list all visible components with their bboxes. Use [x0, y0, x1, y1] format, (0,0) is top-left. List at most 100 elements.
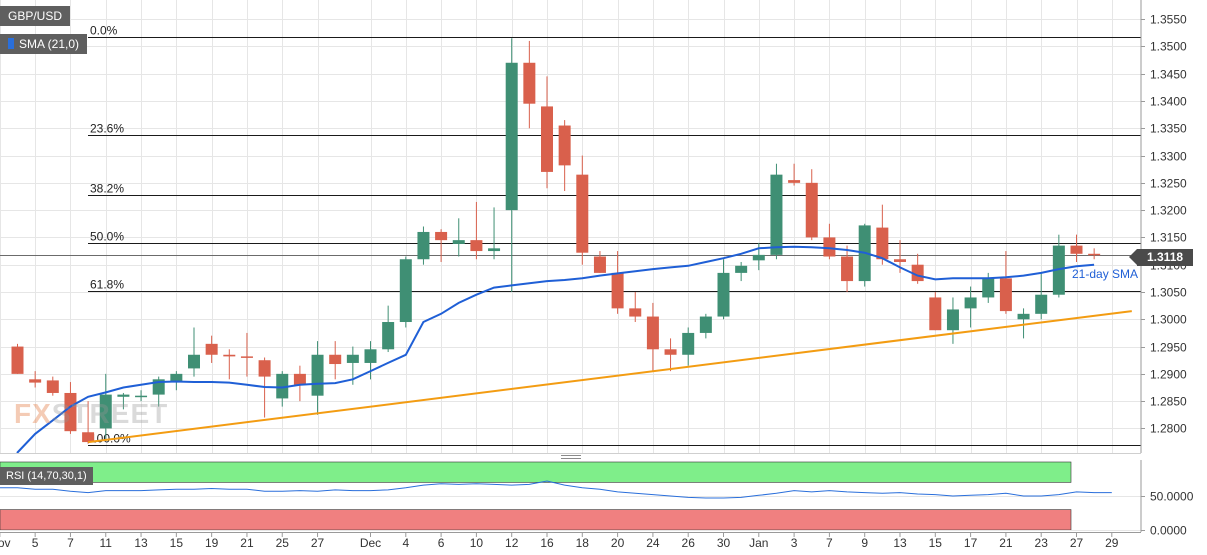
candle-body: [117, 394, 130, 397]
candle-body: [841, 256, 854, 282]
candle: [417, 226, 430, 265]
candle: [1088, 248, 1101, 260]
candle: [435, 229, 448, 262]
candle: [593, 251, 606, 273]
candle-body: [99, 394, 112, 429]
time-tick-label: 6: [438, 536, 445, 550]
candle-body: [1052, 245, 1065, 295]
sma-tag[interactable]: SMA (21,0): [0, 34, 88, 54]
sma-label: 21-day SMA: [1072, 267, 1138, 281]
rsi-line: [0, 480, 1112, 499]
price-tick-label: 1.3450: [1150, 68, 1187, 82]
price-tick-label: 1.3350: [1150, 122, 1187, 136]
candle-body: [311, 354, 324, 396]
price-axis: 1.3550 1.3500 1.3450 1.3400 1.3350 1.3300 1.32…: [1141, 13, 1187, 436]
candle: [611, 251, 624, 314]
candle: [82, 401, 95, 444]
price-grid: [0, 0, 1141, 453]
candle: [117, 392, 130, 410]
candle: [1017, 308, 1030, 339]
time-tick-label: 12: [505, 536, 519, 550]
candle-body: [646, 316, 659, 350]
price-tick-label: 1.3000: [1150, 313, 1187, 327]
candle-body: [346, 354, 359, 363]
time-tick-label: 9: [861, 536, 868, 550]
time-tick-label: 27: [1070, 536, 1084, 550]
candle-body: [611, 272, 624, 309]
candle: [735, 261, 748, 282]
time-tick-label: 21: [240, 536, 254, 550]
candle-body: [788, 180, 801, 183]
pane-resize-handle[interactable]: [561, 455, 581, 459]
candle: [1070, 234, 1083, 262]
candle: [223, 349, 236, 380]
time-tick-label: 7: [826, 536, 833, 550]
candle-body: [435, 231, 448, 241]
candlesticks: [11, 38, 1101, 444]
candle: [1052, 234, 1065, 298]
sma-color-swatch: [8, 38, 14, 49]
time-tick-label: 29: [1105, 536, 1119, 550]
time-tick-label: 7: [67, 536, 74, 550]
candle-body: [135, 395, 148, 398]
candle-body: [223, 354, 236, 357]
candle-body: [823, 237, 836, 257]
time-tick-label: 19: [205, 536, 219, 550]
candle-body: [894, 259, 906, 262]
fib-level-label: 38.2%: [90, 182, 124, 196]
candle-body: [452, 240, 465, 244]
candle: [364, 341, 377, 380]
sma-tag-label: SMA (21,0): [19, 37, 80, 51]
time-tick-label: 18: [576, 536, 590, 550]
symbol-tag[interactable]: GBP/USD: [0, 6, 71, 26]
candle: [823, 223, 836, 260]
candle-body: [593, 256, 606, 273]
candle: [664, 338, 677, 372]
candle-body: [717, 272, 730, 317]
candle-body: [964, 297, 977, 309]
candle-body: [11, 346, 24, 374]
symbol-label: GBP/USD: [8, 9, 63, 23]
time-tick-label: 4: [402, 536, 409, 550]
price-tick-label: 1.2950: [1150, 341, 1187, 355]
price-tick-label: 1.3400: [1150, 95, 1187, 109]
rsi-tag[interactable]: RSI (14,70,30,1): [0, 467, 93, 485]
time-tick-label: 15: [170, 536, 184, 550]
fib-level-label: 61.8%: [90, 278, 124, 292]
candle-body: [470, 240, 483, 252]
candle: [805, 169, 818, 241]
rsi-overbought-zone: [0, 461, 1072, 483]
time-tick-label: 23: [1035, 536, 1049, 550]
candle-body: [699, 316, 712, 333]
time-tick-label: 5: [32, 536, 39, 550]
candle: [46, 376, 59, 396]
candle: [558, 120, 571, 192]
candle: [11, 343, 24, 374]
price-tick-label: 1.3150: [1150, 231, 1187, 245]
trend-line: [87, 310, 1132, 444]
watermark-logo: FXSTREET: [14, 398, 169, 429]
candle-body: [805, 182, 818, 238]
candle: [576, 155, 589, 265]
rsi-axis: 50.0000 0.0000: [1141, 490, 1194, 538]
candle-body: [205, 343, 218, 355]
candle: [135, 390, 148, 402]
candle: [946, 297, 959, 344]
time-tick-label: 15: [929, 536, 943, 550]
candle: [964, 286, 977, 328]
candle-body: [629, 308, 642, 317]
candle: [382, 305, 395, 353]
candle-body: [382, 322, 395, 350]
price-tick-label: 1.3300: [1150, 150, 1187, 164]
candle-body: [64, 392, 77, 432]
rsi-tick-label: 50.0000: [1150, 490, 1194, 504]
candle: [841, 245, 854, 292]
candle: [911, 253, 924, 284]
fib-level-label: 50.0%: [90, 230, 124, 244]
candle: [488, 207, 501, 260]
time-tick-label: 13: [893, 536, 907, 550]
time-tick-label: 11: [100, 536, 113, 550]
rsi-oversold-zone: [0, 509, 1072, 531]
candle: [682, 327, 695, 366]
candle: [929, 291, 942, 331]
